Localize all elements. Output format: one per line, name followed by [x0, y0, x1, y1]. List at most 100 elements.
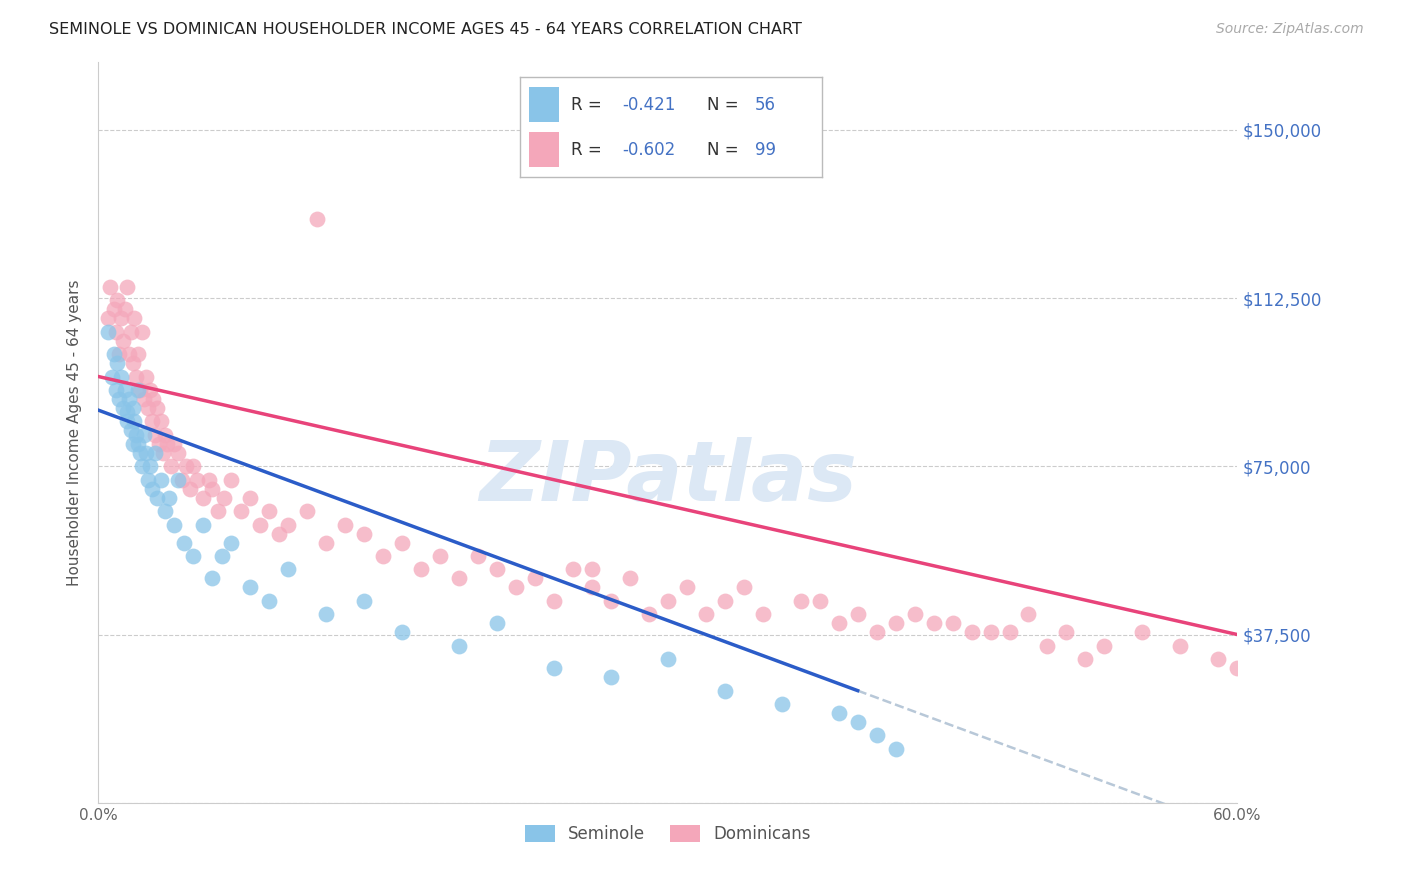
Point	[752, 607, 775, 622]
Point	[866, 625, 889, 640]
Point	[411, 562, 433, 576]
Point	[600, 594, 623, 608]
Point	[115, 280, 138, 294]
Point	[138, 383, 160, 397]
Text: SEMINOLE VS DOMINICAN HOUSEHOLDER INCOME AGES 45 - 64 YEARS CORRELATION CHART: SEMINOLE VS DOMINICAN HOUSEHOLDER INCOME…	[49, 22, 801, 37]
Point	[201, 571, 224, 585]
Y-axis label: Householder Income Ages 45 - 64 years: Householder Income Ages 45 - 64 years	[67, 279, 83, 586]
Point	[353, 526, 375, 541]
Point	[145, 446, 167, 460]
Point	[335, 517, 357, 532]
Point	[543, 661, 565, 675]
Point	[138, 459, 160, 474]
Point	[108, 347, 131, 361]
Point	[581, 581, 603, 595]
Point	[695, 607, 717, 622]
Point	[104, 325, 127, 339]
Point	[267, 526, 290, 541]
Point	[1132, 625, 1154, 640]
Point	[207, 504, 229, 518]
Point	[121, 437, 143, 451]
Point	[211, 549, 233, 563]
Point	[429, 549, 451, 563]
Point	[107, 356, 129, 370]
Point	[124, 311, 146, 326]
Point	[131, 325, 153, 339]
Point	[148, 437, 170, 451]
Point	[136, 401, 159, 415]
Point	[201, 482, 224, 496]
Point	[259, 504, 281, 518]
Point	[136, 473, 159, 487]
Point	[159, 459, 181, 474]
Point	[179, 482, 201, 496]
Point	[922, 616, 945, 631]
Point	[486, 616, 509, 631]
Point	[297, 504, 319, 518]
Point	[866, 729, 889, 743]
Point	[828, 706, 851, 720]
Point	[770, 697, 793, 711]
Point	[97, 311, 120, 326]
Point	[129, 383, 152, 397]
Point	[104, 383, 127, 397]
Point	[150, 473, 173, 487]
Point	[131, 459, 153, 474]
Point	[846, 607, 869, 622]
Point	[141, 482, 163, 496]
Point	[107, 293, 129, 308]
Point	[197, 473, 219, 487]
Point	[120, 325, 142, 339]
Point	[543, 594, 565, 608]
Point	[277, 517, 299, 532]
Point	[942, 616, 965, 631]
Point	[114, 383, 136, 397]
Point	[1074, 652, 1097, 666]
Point	[524, 571, 547, 585]
Point	[112, 334, 135, 348]
Point	[391, 535, 413, 549]
Point	[98, 280, 121, 294]
Point	[132, 392, 155, 406]
Point	[163, 517, 186, 532]
Point	[110, 369, 132, 384]
Point	[828, 616, 851, 631]
Point	[114, 302, 136, 317]
Point	[562, 562, 585, 576]
Point	[115, 414, 138, 428]
Point	[146, 401, 169, 415]
Point	[884, 742, 907, 756]
Point	[135, 369, 157, 384]
Point	[191, 517, 214, 532]
Point	[121, 356, 143, 370]
Point	[1036, 639, 1059, 653]
Point	[960, 625, 983, 640]
Point	[904, 607, 927, 622]
Point	[790, 594, 813, 608]
Point	[108, 392, 131, 406]
Point	[315, 607, 337, 622]
Point	[277, 562, 299, 576]
Point	[239, 491, 262, 505]
Point	[884, 616, 907, 631]
Point	[186, 473, 208, 487]
Point	[229, 504, 252, 518]
Point	[221, 535, 243, 549]
Point	[183, 459, 205, 474]
Point	[110, 311, 132, 326]
Point	[846, 714, 869, 729]
Point	[371, 549, 394, 563]
Point	[167, 446, 190, 460]
Point	[142, 392, 165, 406]
Point	[657, 652, 679, 666]
Point	[259, 594, 281, 608]
Point	[97, 325, 120, 339]
Point	[808, 594, 831, 608]
Point	[581, 562, 603, 576]
Point	[127, 383, 149, 397]
Point	[115, 405, 138, 419]
Point	[249, 517, 271, 532]
Point	[1018, 607, 1040, 622]
Point	[121, 401, 143, 415]
Point	[467, 549, 489, 563]
